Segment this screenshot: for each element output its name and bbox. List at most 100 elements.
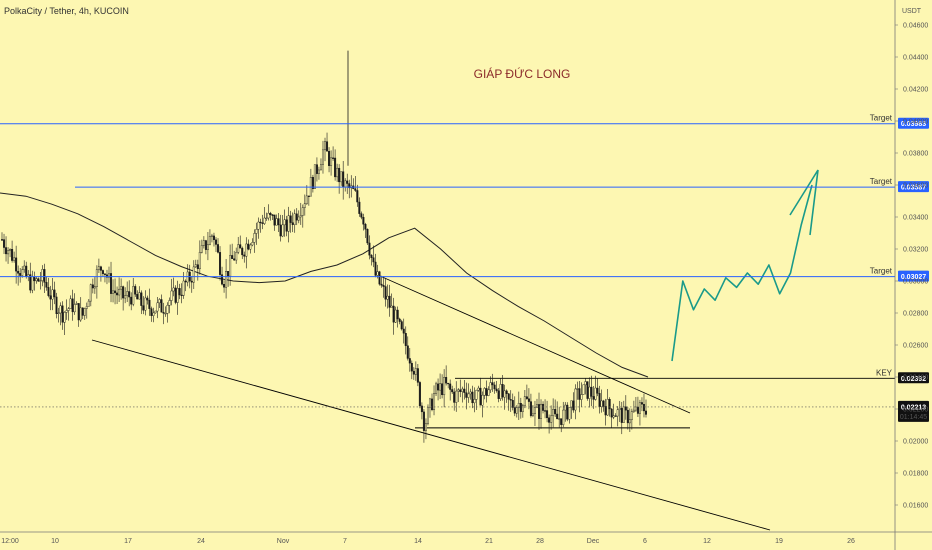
candle-body bbox=[162, 311, 165, 314]
candle-body bbox=[519, 403, 522, 412]
candle-body bbox=[25, 265, 28, 277]
candle-body bbox=[255, 229, 258, 234]
candle-body bbox=[550, 415, 553, 423]
candle-body bbox=[459, 389, 462, 392]
candle-body bbox=[499, 384, 502, 399]
candle-body bbox=[475, 389, 478, 400]
candle-body bbox=[263, 217, 266, 224]
candle-body bbox=[376, 271, 379, 276]
candle-body bbox=[578, 388, 581, 400]
y-tick-label: 0.03400 bbox=[903, 215, 928, 222]
candle-body bbox=[261, 222, 264, 224]
candle-body bbox=[529, 401, 532, 416]
candle-body bbox=[334, 157, 337, 178]
candle-body bbox=[483, 388, 486, 396]
candle-body bbox=[600, 400, 603, 407]
candle-body bbox=[473, 399, 476, 404]
candle-body bbox=[412, 370, 415, 375]
candle-body bbox=[354, 188, 357, 191]
candle-body bbox=[346, 180, 349, 184]
candle-body bbox=[422, 411, 425, 431]
candle-body bbox=[198, 252, 201, 270]
candle-body bbox=[566, 404, 569, 420]
candle-body bbox=[326, 141, 329, 152]
candle-body bbox=[65, 310, 68, 313]
y-tick-label: 0.02000 bbox=[903, 439, 928, 446]
candle-body bbox=[594, 387, 597, 400]
candle-body bbox=[479, 387, 482, 406]
target-label: Target bbox=[870, 114, 893, 123]
x-tick-label: 10 bbox=[51, 538, 59, 545]
y-tick-label: 0.02400 bbox=[903, 375, 928, 382]
candle-body bbox=[138, 292, 141, 300]
candle-body bbox=[362, 217, 365, 225]
candle-body bbox=[449, 383, 452, 390]
candle-body bbox=[289, 215, 292, 223]
candle-body bbox=[192, 266, 195, 283]
candle-body bbox=[406, 345, 409, 359]
candle-body bbox=[388, 295, 391, 308]
candle-body bbox=[29, 274, 32, 291]
candle-body bbox=[140, 292, 143, 306]
price-tag-text: 0.02392 bbox=[901, 376, 926, 383]
candle-body bbox=[59, 305, 62, 314]
candle-body bbox=[47, 287, 50, 296]
candle-body bbox=[319, 164, 322, 171]
candle-body bbox=[368, 242, 371, 256]
candle-body bbox=[241, 247, 244, 256]
candle-body bbox=[467, 393, 470, 398]
candle-body bbox=[404, 333, 407, 346]
candle-body bbox=[463, 388, 466, 393]
candle-body bbox=[584, 381, 587, 386]
chart-title: PolkaCity / Tether, 4h, KUCOIN bbox=[4, 6, 129, 16]
candle-body bbox=[73, 304, 76, 313]
candle-body bbox=[336, 167, 339, 178]
candle-body bbox=[517, 403, 520, 408]
candle-body bbox=[3, 239, 6, 248]
y-tick-label: 0.02200 bbox=[903, 407, 928, 414]
candle-body bbox=[114, 290, 117, 294]
candle-body bbox=[128, 291, 131, 298]
candle-body bbox=[160, 299, 163, 313]
candle-body bbox=[366, 229, 369, 244]
candle-body bbox=[602, 400, 605, 407]
candle-body bbox=[170, 290, 173, 301]
candle-body bbox=[55, 296, 58, 314]
candle-body bbox=[271, 214, 274, 216]
candle-body bbox=[408, 358, 411, 364]
candle-body bbox=[616, 409, 619, 417]
candle-body bbox=[542, 403, 545, 411]
candle-body bbox=[374, 261, 377, 276]
candle-body bbox=[93, 286, 96, 289]
candle-body bbox=[552, 409, 555, 417]
candle-body bbox=[245, 243, 248, 257]
candle-body bbox=[61, 305, 64, 323]
candle-body bbox=[533, 407, 536, 415]
candle-body bbox=[414, 368, 417, 375]
candle-body bbox=[208, 235, 211, 245]
candle-body bbox=[324, 141, 327, 151]
candle-body bbox=[33, 276, 36, 282]
candle-body bbox=[182, 280, 185, 296]
candle-body bbox=[582, 384, 585, 395]
candle-body bbox=[638, 402, 641, 414]
candle-body bbox=[572, 400, 575, 411]
price-tag-box bbox=[898, 181, 929, 193]
candle-body bbox=[148, 299, 151, 309]
y-tick-label: 0.02600 bbox=[903, 343, 928, 350]
watermark-text: GIÁP ĐỨC LONG bbox=[474, 66, 571, 81]
candle-body bbox=[620, 407, 623, 423]
candle-body bbox=[19, 273, 22, 276]
candle-body bbox=[590, 386, 593, 397]
candle-body bbox=[645, 410, 648, 415]
candle-body bbox=[227, 271, 230, 277]
candle-body bbox=[540, 403, 543, 419]
x-tick-label: 7 bbox=[343, 538, 347, 545]
candle-body bbox=[105, 274, 108, 278]
candle-body bbox=[83, 308, 86, 316]
candle-body bbox=[493, 384, 496, 390]
candle-body bbox=[315, 164, 318, 174]
candle-body bbox=[214, 239, 217, 245]
